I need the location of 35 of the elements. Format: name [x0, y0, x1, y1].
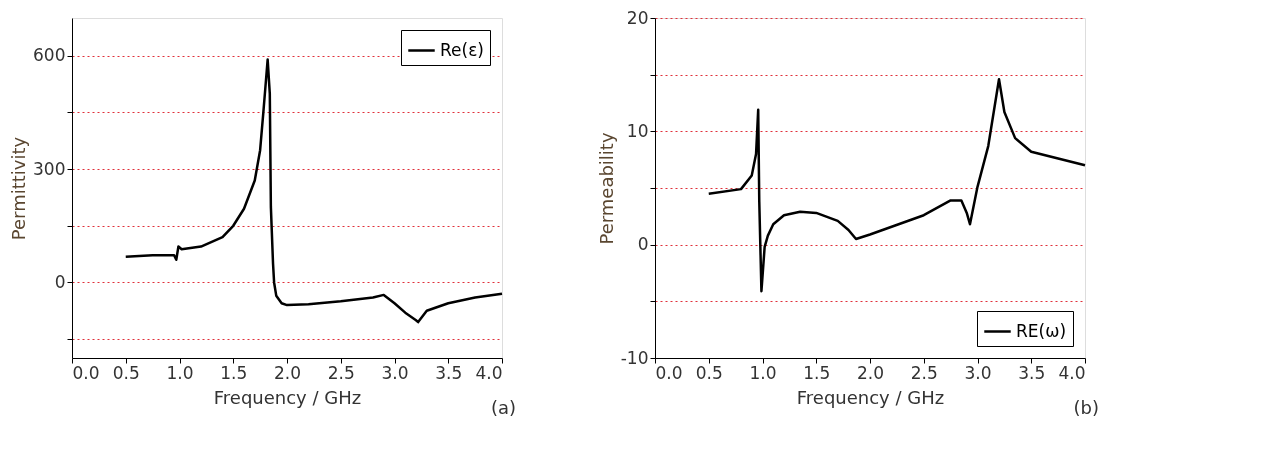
x-tick-label: 1.0: [749, 362, 777, 383]
y-tick-label: -10: [620, 347, 649, 368]
y-tick-label: 600: [33, 45, 66, 66]
text: (a): [490, 397, 516, 418]
y-tick-label: 0: [637, 234, 649, 255]
legend-label: RE(ω): [1016, 320, 1067, 341]
y-tick-label: 300: [33, 158, 66, 179]
x-tick-label: 2.5: [910, 362, 938, 383]
x-tick-label: 1.5: [220, 362, 248, 383]
x-tick-label: 2.0: [273, 362, 302, 383]
x-tick-label: 0.0: [655, 362, 683, 383]
x-tick-label: 3.5: [435, 362, 463, 383]
x-tick-label: 1.5: [803, 362, 831, 383]
x-tick-label: 3.0: [964, 362, 992, 383]
x-axis-title: Frequency / GHz: [796, 386, 945, 408]
x-tick-label: 3.0: [381, 362, 409, 383]
y-tick-label: 0: [54, 271, 66, 292]
x-tick-label: 4.0: [475, 362, 503, 383]
x-tick-label: 0.5: [695, 362, 723, 383]
x-tick-label: 0.5: [112, 362, 140, 383]
x-tick-label: 1.0: [166, 362, 194, 383]
x-tick-label: 2.5: [327, 362, 355, 383]
line-series: [124, 58, 504, 324]
x-tick-label: 2.0: [856, 362, 885, 383]
x-tick-label: 0.0: [72, 362, 100, 383]
y-axis-title: Permeability: [595, 132, 617, 245]
line-series: [707, 77, 1087, 293]
x-tick-label: 3.5: [1018, 362, 1046, 383]
x-axis-title: Frequency / GHz: [213, 386, 362, 408]
legend-label: Re(ε): [440, 39, 484, 60]
text: (b): [1073, 397, 1099, 418]
y-tick-label: 10: [626, 120, 649, 141]
y-axis-title: Permittivity: [8, 136, 30, 241]
x-tick-label: 4.0: [1058, 362, 1086, 383]
y-tick-label: 20: [626, 7, 649, 28]
